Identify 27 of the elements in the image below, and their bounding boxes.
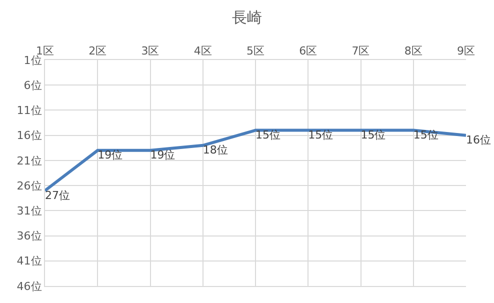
y-tick-label: 41位 — [16, 254, 42, 268]
y-tick-label: 16位 — [16, 129, 42, 142]
x-tick-label: 5区 — [246, 44, 264, 58]
chart-title: 長崎 — [232, 8, 262, 27]
x-tick-label: 8区 — [404, 44, 422, 58]
y-tick-label: 36位 — [16, 230, 42, 243]
y-tick-label: 1位 — [24, 54, 42, 67]
x-tick-label: 7区 — [352, 44, 370, 58]
y-tick-label: 11位 — [16, 104, 42, 118]
data-label: 15位 — [308, 128, 334, 142]
data-label: 19位 — [98, 148, 123, 162]
y-tick-label: 31位 — [16, 204, 42, 218]
x-tick-label: 4区 — [194, 44, 212, 58]
data-label: 19位 — [150, 148, 176, 162]
y-tick-label: 26位 — [16, 179, 42, 192]
data-label: 15位 — [360, 128, 386, 142]
data-label: 18位 — [202, 144, 228, 157]
data-label: 27位 — [45, 188, 70, 202]
x-tick-label: 6区 — [299, 44, 318, 58]
data-label: 15位 — [256, 128, 280, 142]
x-tick-label: 2区 — [88, 44, 107, 58]
y-tick-label: 46位 — [16, 280, 42, 293]
y-tick-label: 21位 — [16, 154, 42, 168]
data-label: 16位 — [466, 134, 491, 147]
x-tick-label: 3区 — [141, 44, 160, 58]
y-tick-label: 6位 — [24, 78, 42, 92]
x-tick-label: 9区 — [457, 44, 475, 58]
